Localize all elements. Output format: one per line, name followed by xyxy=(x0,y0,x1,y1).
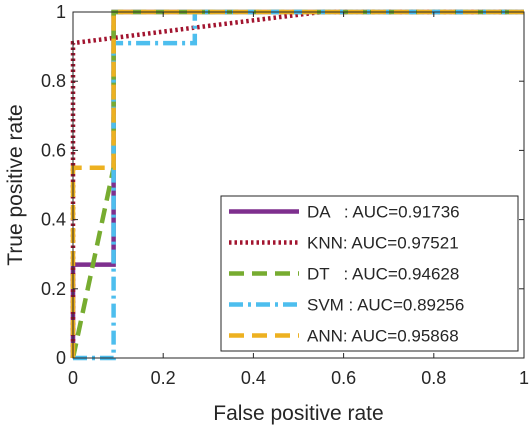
y-axis-label: True positive rate xyxy=(4,104,27,265)
x-tick-label: 0.2 xyxy=(151,368,176,388)
legend: DA : AUC=0.91736 KNN: AUC=0.97521 DT : AUC… xyxy=(220,195,519,352)
axis-ticks: 0 0.2 0.4 0.6 0.8 1 0 0.2 0.4 0.6 0.8 1 xyxy=(41,2,529,388)
y-tick-label: 0.4 xyxy=(41,210,66,230)
x-tick-label: 0 xyxy=(68,368,78,388)
legend-label-2: DT : AUC=0.94628 xyxy=(307,265,459,284)
plot-frame xyxy=(72,11,525,359)
legend-label-3: SVM : AUC=0.89256 xyxy=(307,296,464,315)
y-tick-label: 0.2 xyxy=(41,279,66,299)
legend-box xyxy=(220,195,519,352)
x-tick-label: 0.4 xyxy=(241,368,266,388)
legend-label-0: DA : AUC=0.91736 xyxy=(307,203,460,222)
x-tick-label: 1 xyxy=(519,368,529,388)
x-tick-label: 0.8 xyxy=(421,368,446,388)
legend-label-1: KNN: AUC=0.97521 xyxy=(307,234,459,253)
x-axis-label: False positive rate xyxy=(213,402,383,425)
legend-label-4: ANN: AUC=0.95868 xyxy=(307,327,459,346)
y-tick-label: 0.6 xyxy=(41,140,66,160)
y-tick-label: 1 xyxy=(56,2,66,22)
x-tick-label: 0.6 xyxy=(331,368,356,388)
y-tick-label: 0 xyxy=(56,348,66,368)
y-tick-label: 0.8 xyxy=(41,71,66,91)
